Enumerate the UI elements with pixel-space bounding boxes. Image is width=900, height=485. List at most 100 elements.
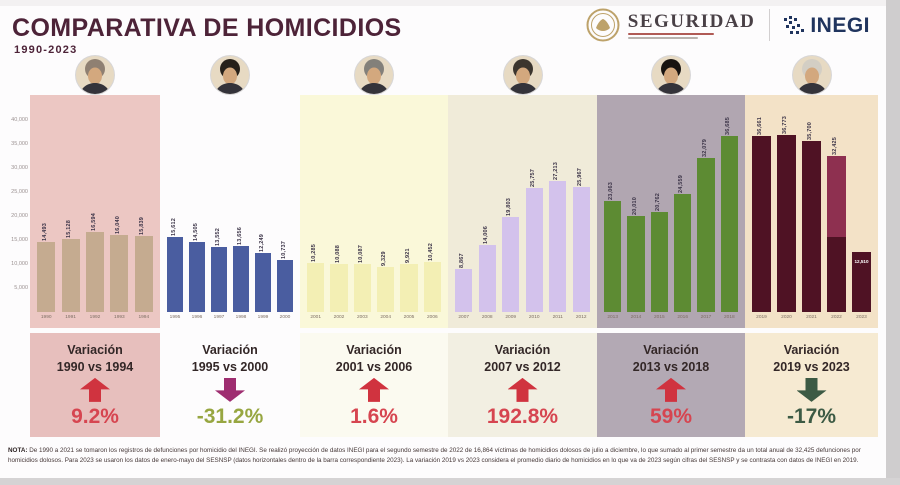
bar-value-label-1993: 16,040 bbox=[114, 215, 121, 234]
bar-value-label-1994: 15,839 bbox=[139, 216, 146, 235]
bar-2001 bbox=[307, 262, 325, 312]
x-axis-label-2010: 2010 bbox=[528, 315, 540, 320]
x-axis-label-2002: 2002 bbox=[333, 315, 345, 320]
panel-1995-2000 bbox=[160, 95, 300, 328]
variation-range: 1990 vs 1994 bbox=[56, 359, 134, 374]
bar-2008 bbox=[478, 244, 496, 312]
bar-projected-segment-2022 bbox=[827, 156, 846, 238]
x-axis-label-2006: 2006 bbox=[426, 315, 438, 320]
bar-2019 bbox=[752, 136, 771, 312]
top-edge-strip bbox=[0, 0, 900, 6]
y-axis-tick: 30,000 bbox=[11, 165, 28, 171]
x-axis-label-1995: 1995 bbox=[169, 315, 181, 320]
y-axis-tick: 35,000 bbox=[11, 141, 28, 147]
president-portrait-icon-1995-2000 bbox=[211, 56, 249, 94]
bar-2018 bbox=[720, 135, 738, 312]
bar-1992 bbox=[85, 232, 105, 312]
bar-1999 bbox=[254, 253, 272, 312]
bar-value-label-2011: 27,213 bbox=[553, 162, 560, 181]
bar-value-label-2003: 10,087 bbox=[357, 244, 364, 263]
x-axis-label-2023: 2023 bbox=[856, 315, 867, 320]
bar-value-label-1995: 15,612 bbox=[170, 218, 177, 237]
variation-percent: 9.2% bbox=[71, 404, 119, 428]
variation-title: Variación bbox=[346, 343, 402, 358]
variation-title: Variación bbox=[494, 343, 551, 358]
bar-value-label-2019: 36,661 bbox=[757, 116, 763, 136]
bar-2006 bbox=[423, 261, 441, 312]
x-axis-label-2009: 2009 bbox=[505, 315, 517, 320]
bar-2015 bbox=[650, 212, 668, 312]
bar-value-label-2002: 10,088 bbox=[334, 244, 341, 263]
variation-percent: -31.2% bbox=[196, 404, 264, 428]
bar-value-label-2010: 25,757 bbox=[529, 169, 536, 188]
bar-value-label-1998: 13,656 bbox=[236, 227, 243, 246]
inegi-logo: INEGI bbox=[784, 15, 870, 36]
bar-2017 bbox=[697, 158, 715, 312]
variation-box-2019-2023: Variación 2019 vs 2023 -17% bbox=[745, 333, 878, 437]
variation-percent: 59% bbox=[649, 404, 693, 428]
arrow-up-icon bbox=[80, 377, 110, 402]
x-axis-label-1997: 1997 bbox=[213, 315, 225, 320]
bar-value-label-2013: 23,063 bbox=[608, 182, 615, 201]
bar-value-label-2004: 9,329 bbox=[381, 251, 388, 267]
bar-2013 bbox=[604, 201, 622, 312]
bar-2004 bbox=[377, 267, 395, 312]
x-axis-label-1993: 1993 bbox=[114, 315, 125, 320]
bar-value-label-2022: 32,425 bbox=[832, 137, 838, 156]
bar-2002 bbox=[330, 263, 348, 312]
x-axis-label-2021: 2021 bbox=[806, 315, 817, 320]
president-portrait-icon-2013-2018 bbox=[652, 56, 690, 94]
variation-range: 2019 vs 2023 bbox=[773, 359, 850, 374]
variation-range: 2001 vs 2006 bbox=[335, 359, 413, 374]
y-axis-tick: 10,000 bbox=[11, 261, 28, 267]
bar-value-label-1991: 15,128 bbox=[66, 220, 73, 239]
x-axis-label-2011: 2011 bbox=[552, 315, 563, 320]
bar-2010 bbox=[525, 188, 543, 312]
president-portrait-icon-2001-2006 bbox=[355, 56, 393, 94]
x-axis-label-2014: 2014 bbox=[630, 315, 642, 320]
variation-box-2001-2006: Variación 2001 vs 2006 1.6% bbox=[300, 333, 448, 437]
inegi-dots-icon bbox=[784, 15, 805, 34]
variation-box-2007-2012: Variación 2007 vs 2012 192.8% bbox=[448, 333, 597, 437]
footnote-text: De 1990 a 2021 se tomaron los registros … bbox=[8, 447, 861, 464]
x-axis-label-2018: 2018 bbox=[723, 315, 735, 320]
variation-title: Variación bbox=[643, 343, 699, 358]
bar-value-label-1992: 16,594 bbox=[90, 213, 97, 232]
bar-1995 bbox=[166, 237, 184, 312]
bar-value-label-2012: 25,967 bbox=[576, 168, 583, 187]
seguridad-wordmark: SEGURIDAD bbox=[627, 10, 756, 32]
bottom-edge-strip bbox=[0, 478, 900, 485]
y-axis-tick: 40,000 bbox=[11, 117, 28, 123]
bar-1997 bbox=[210, 246, 228, 312]
x-axis-label-1990: 1990 bbox=[40, 315, 52, 320]
bar-2016 bbox=[674, 194, 692, 312]
bar-value-label-2021: 35,700 bbox=[807, 121, 813, 140]
x-axis-label-2003: 2003 bbox=[356, 315, 368, 320]
page-subtitle: 1990-2023 bbox=[14, 44, 78, 56]
bar-2011 bbox=[549, 181, 567, 312]
bar-value-label-2020: 36,773 bbox=[782, 116, 788, 135]
variation-box-1990-1994: Variación 1990 vs 1994 9.2% bbox=[30, 333, 160, 437]
bar-1996 bbox=[188, 242, 206, 312]
bar-value-label-2009: 19,803 bbox=[506, 197, 513, 216]
bar-2023: 12,510 bbox=[852, 251, 871, 312]
bar-value-label-2007: 8,867 bbox=[459, 253, 466, 269]
arrow-up-icon bbox=[507, 377, 538, 402]
x-axis-label-2017: 2017 bbox=[700, 315, 712, 320]
arrow-up-icon bbox=[359, 377, 389, 402]
x-axis-label-1991: 1991 bbox=[65, 315, 76, 320]
arrow-up-icon bbox=[656, 377, 686, 402]
right-edge-strip bbox=[886, 0, 900, 485]
x-axis-label-1999: 1999 bbox=[257, 315, 269, 320]
x-axis-label-2020: 2020 bbox=[781, 315, 792, 320]
bar-1991 bbox=[61, 239, 80, 312]
page-title: COMPARATIVA DE HOMICIDIOS bbox=[12, 14, 402, 42]
x-axis-label-2012: 2012 bbox=[575, 315, 587, 320]
bar-2014 bbox=[627, 215, 645, 312]
bar-2007 bbox=[455, 269, 473, 312]
bar-2022 bbox=[827, 156, 846, 312]
variation-box-2013-2018: Variación 2013 vs 2018 59% bbox=[597, 333, 745, 437]
y-axis-tick: 25,000 bbox=[11, 189, 28, 195]
bar-2020 bbox=[777, 135, 796, 312]
